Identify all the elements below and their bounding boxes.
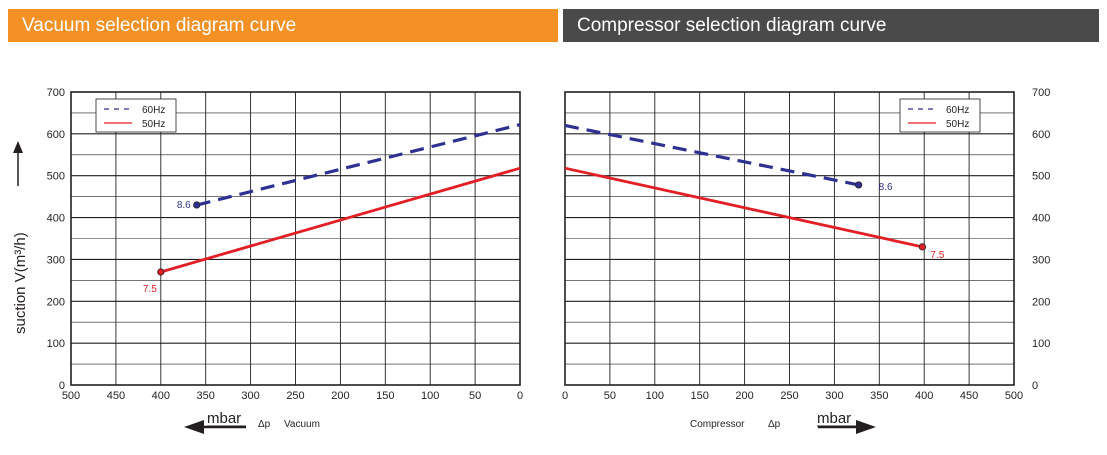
vacuum-legend-entry: 50Hz <box>142 119 165 130</box>
y-axis-arrow-head <box>13 141 23 153</box>
compressor-series-50hz-line <box>564 166 923 249</box>
y-axis-title-text: suction V(m³/h) <box>12 232 29 334</box>
compressor-chart: 0 100 200 300 400 500 600 700 0 50 100 150 200 250 300… <box>562 87 1050 434</box>
compressor-x-tick-label: 250 <box>780 390 798 402</box>
compressor-legend-entry: 50Hz <box>946 119 969 130</box>
vacuum-x-tick-label: 0 <box>517 390 523 402</box>
compressor-y-tick-label: 0 <box>1032 380 1038 392</box>
vacuum-legend-box <box>95 98 177 133</box>
vacuum-series-50hz-end-label: 7.5 <box>143 284 157 295</box>
vacuum-series-60hz-line <box>196 123 521 207</box>
y-axis-title: suction V(m³/h) <box>12 141 29 334</box>
vacuum-y-tick-label: 100 <box>47 338 65 350</box>
compressor-unit-label: mbar <box>817 410 851 427</box>
compressor-x-tick-label: 200 <box>735 390 753 402</box>
vacuum-series-60hz-end-label: 8.6 <box>177 200 191 211</box>
vacuum-x-tick-label: 250 <box>286 390 304 402</box>
vacuum-series-50hz-marker <box>157 268 165 276</box>
compressor-series-60hz-line <box>564 123 859 187</box>
compressor-y-tick-label: 200 <box>1032 296 1050 308</box>
compressor-chart-banner: Compressor selection diagram curve <box>563 9 1099 42</box>
vacuum-chart-banner: Vacuum selection diagram curve <box>8 9 558 42</box>
compressor-y-tick-label: 300 <box>1032 254 1050 266</box>
compressor-series-60hz-end-label: 8.6 <box>879 182 893 193</box>
compressor-x-tick-label: 400 <box>915 390 933 402</box>
compressor-chart-title: Compressor selection diagram curve <box>577 15 887 36</box>
compressor-y-tick-label: 400 <box>1032 213 1050 225</box>
compressor-x-tick-label: 500 <box>1005 390 1023 402</box>
compressor-legend-box <box>899 98 981 133</box>
compressor-legend-entry: 60Hz <box>946 105 969 116</box>
compressor-y-tick-label: 700 <box>1032 87 1050 99</box>
vacuum-x-tick-label: 50 <box>469 390 481 402</box>
vacuum-y-tick-label: 500 <box>47 171 65 183</box>
compressor-series-60hz-marker <box>855 181 863 189</box>
compressor-x-tick-label: 50 <box>604 390 616 402</box>
vacuum-plot-frame <box>70 91 521 386</box>
compressor-direction-arrow-head <box>856 420 876 434</box>
vacuum-x-tick-label: 350 <box>197 390 215 402</box>
compressor-x-tick-label: 100 <box>646 390 664 402</box>
vacuum-unit-label: mbar <box>207 410 241 427</box>
vacuum-chart-title: Vacuum selection diagram curve <box>22 15 297 36</box>
vacuum-x-tick-label: 400 <box>152 390 170 402</box>
vacuum-x-tick-label: 100 <box>421 390 439 402</box>
compressor-delta-p-label: Δp <box>768 419 781 430</box>
vacuum-x-tick-label: 150 <box>376 390 394 402</box>
vacuum-y-tick-label: 700 <box>47 87 65 99</box>
vacuum-y-tick-label: 300 <box>47 254 65 266</box>
vacuum-axis-text: Vacuum <box>284 419 320 430</box>
compressor-x-tick-label: 450 <box>960 390 978 402</box>
compressor-y-tick-label: 600 <box>1032 129 1050 141</box>
vacuum-x-tick-label: 300 <box>241 390 259 402</box>
compressor-series-50hz-marker <box>918 243 927 251</box>
vacuum-direction-arrow-head <box>184 420 204 434</box>
vacuum-y-tick-label: 400 <box>47 213 65 225</box>
compressor-x-tick-label: 0 <box>562 390 568 402</box>
compressor-series-50hz-end-label: 7.5 <box>930 250 944 261</box>
compressor-axis-text: Compressor <box>690 419 745 430</box>
vacuum-y-tick-label: 600 <box>47 129 65 141</box>
vacuum-y-tick-label: 200 <box>47 296 65 308</box>
compressor-x-tick-label: 300 <box>825 390 843 402</box>
compressor-y-tick-label: 500 <box>1032 171 1050 183</box>
vacuum-y-tick-label: 0 <box>59 380 65 392</box>
vacuum-legend-entry: 60Hz <box>142 105 165 116</box>
vacuum-x-tick-label: 450 <box>107 390 125 402</box>
vacuum-delta-p-label: Δp <box>258 419 271 430</box>
compressor-plot-frame <box>564 91 1015 386</box>
compressor-y-tick-label: 100 <box>1032 338 1050 350</box>
compressor-x-tick-label: 150 <box>691 390 709 402</box>
vacuum-x-tick-label: 200 <box>331 390 349 402</box>
compressor-x-tick-label: 350 <box>870 390 888 402</box>
vacuum-series-60hz-marker <box>193 201 201 209</box>
vacuum-x-tick-label: 500 <box>62 390 80 402</box>
vacuum-series-50hz-line <box>160 166 521 274</box>
